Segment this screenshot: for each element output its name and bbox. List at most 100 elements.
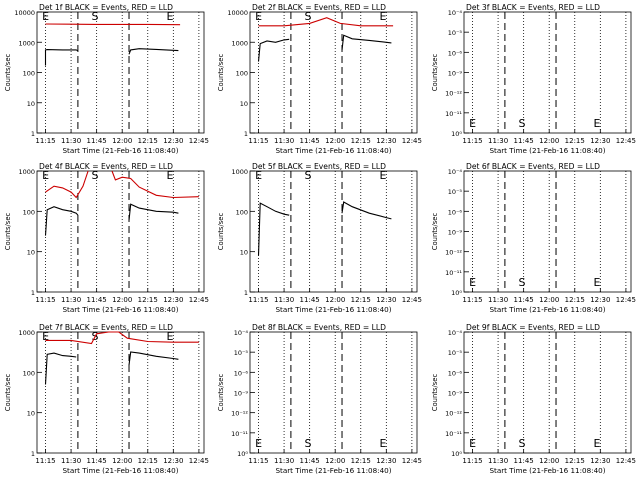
plot-title: Det 1f BLACK = Events, RED = LLD <box>39 3 173 12</box>
x-axis-label: Start Time (21-Feb-16 11:08:40) <box>62 305 178 314</box>
series-events-line <box>44 49 79 66</box>
y-tick-label: 10000 <box>14 9 35 17</box>
y-axis-label: Counts/sec <box>4 54 12 92</box>
y-tick-label: 10⁻¹¹ <box>445 430 462 438</box>
x-tick-label: 12:00 <box>112 137 132 145</box>
x-tick-label: 12:00 <box>112 457 132 465</box>
x-tick-label: 12:30 <box>376 457 396 465</box>
x-tick-label: 12:15 <box>351 296 371 304</box>
x-tick-label: 11:30 <box>61 296 81 304</box>
plot-frame <box>249 331 418 454</box>
x-tick-label: 12:45 <box>402 296 422 304</box>
series-lld-line <box>45 331 199 345</box>
event-marker-s: S <box>519 117 526 130</box>
y-axis-label: Counts/sec <box>217 54 225 92</box>
x-tick-label: 11:45 <box>514 137 534 145</box>
x-tick-label: 12:45 <box>616 457 636 465</box>
event-marker-e: E <box>42 169 49 182</box>
y-tick-label: 10⁻⁹ <box>448 70 463 78</box>
panel-det-8f: Det 8f BLACK = Events, RED = LLD 11:15 11:… <box>217 323 422 475</box>
y-tick-label: 10 <box>240 249 248 257</box>
x-tick-label: 11:45 <box>87 137 107 145</box>
y-axis-label: Counts/sec <box>4 213 12 251</box>
x-tick-label: 12:15 <box>351 137 371 145</box>
y-tick-label: 100 <box>236 208 248 216</box>
x-tick-label: 12:30 <box>163 296 183 304</box>
y-tick-label: 100 <box>23 369 35 377</box>
series-lld-line <box>258 17 394 27</box>
y-tick-label: 1 <box>31 450 35 458</box>
y-axis-label: Counts/sec <box>431 213 439 251</box>
x-tick-label: 12:00 <box>325 457 345 465</box>
x-tick-label: 11:45 <box>300 296 320 304</box>
y-tick-label: 1000 <box>231 39 248 47</box>
x-tick-label: 12:45 <box>616 137 636 145</box>
y-tick-label: 1 <box>244 289 248 297</box>
x-tick-label: 12:00 <box>539 296 559 304</box>
series-lld-line <box>45 23 181 26</box>
x-tick-label: 11:45 <box>514 457 534 465</box>
y-tick-label: 1000 <box>231 168 248 176</box>
y-tick-label: 10000 <box>227 9 248 17</box>
x-tick-label: 12:30 <box>376 137 396 145</box>
plot-title: Det 2f BLACK = Events, RED = LLD <box>252 3 386 12</box>
y-tick-label: 10 <box>27 410 35 418</box>
event-marker-s: S <box>92 10 99 23</box>
y-tick-label: 10⁻⁵ <box>448 188 463 196</box>
series-events-line <box>128 203 179 221</box>
x-tick-label: 12:45 <box>189 296 209 304</box>
x-tick-label: 11:15 <box>248 457 268 465</box>
event-marker-e: E <box>42 330 49 343</box>
y-tick-label: 10⁰ <box>237 450 248 458</box>
y-tick-label: 10⁰ <box>451 130 462 138</box>
y-tick-label: 10⁻⁴ <box>234 329 249 337</box>
x-tick-label: 11:15 <box>35 137 55 145</box>
event-marker-e: E <box>594 276 601 289</box>
x-tick-label: 12:30 <box>376 296 396 304</box>
x-tick-label: 11:30 <box>488 457 508 465</box>
x-tick-label: 12:15 <box>565 296 585 304</box>
x-tick-label: 12:00 <box>539 457 559 465</box>
y-tick-label: 10⁻¹² <box>445 90 462 98</box>
plot-title: Det 4f BLACK = Events, RED = LLD <box>39 162 173 171</box>
plot-frame <box>463 11 632 134</box>
x-tick-label: 11:15 <box>248 137 268 145</box>
x-axis-label: Start Time (21-Feb-16 11:08:40) <box>489 305 605 314</box>
y-tick-label: 10⁻⁹ <box>234 390 249 398</box>
event-marker-e: E <box>255 437 262 450</box>
x-tick-label: 12:30 <box>163 137 183 145</box>
series-lld-line <box>111 170 199 199</box>
series-events-line <box>341 201 392 220</box>
y-tick-label: 10⁻⁶ <box>448 208 463 216</box>
y-axis-label: Counts/sec <box>217 213 225 251</box>
y-tick-label: 10⁻⁹ <box>448 229 463 237</box>
event-marker-e: E <box>469 276 476 289</box>
x-tick-label: 11:15 <box>462 137 482 145</box>
series-events-line <box>257 202 290 256</box>
plot-title: Det 8f BLACK = Events, RED = LLD <box>252 323 386 332</box>
y-tick-label: 10⁻⁴ <box>448 168 463 176</box>
x-tick-label: 12:00 <box>325 296 345 304</box>
event-marker-e: E <box>167 169 174 182</box>
event-marker-e: E <box>255 10 262 23</box>
x-tick-label: 11:45 <box>87 457 107 465</box>
x-tick-label: 11:45 <box>87 296 107 304</box>
x-tick-label: 12:30 <box>590 296 610 304</box>
x-tick-label: 11:45 <box>300 137 320 145</box>
x-tick-label: 12:45 <box>402 457 422 465</box>
y-tick-label: 100 <box>23 208 35 216</box>
event-marker-s: S <box>519 437 526 450</box>
event-marker-e: E <box>469 437 476 450</box>
x-tick-label: 12:00 <box>325 137 345 145</box>
panel-det-7f: Det 7f BLACK = Events, RED = LLD 11:15 11:… <box>4 323 209 475</box>
x-tick-label: 12:45 <box>189 457 209 465</box>
y-axis-label: Counts/sec <box>217 374 225 412</box>
x-tick-label: 12:15 <box>351 457 371 465</box>
y-tick-label: 100 <box>23 70 35 78</box>
y-tick-label: 10⁻⁶ <box>448 369 463 377</box>
x-tick-label: 11:30 <box>274 296 294 304</box>
x-tick-label: 11:30 <box>61 457 81 465</box>
event-marker-e: E <box>167 10 174 23</box>
series-events-line <box>257 38 290 62</box>
y-tick-label: 10⁻¹² <box>231 410 248 418</box>
